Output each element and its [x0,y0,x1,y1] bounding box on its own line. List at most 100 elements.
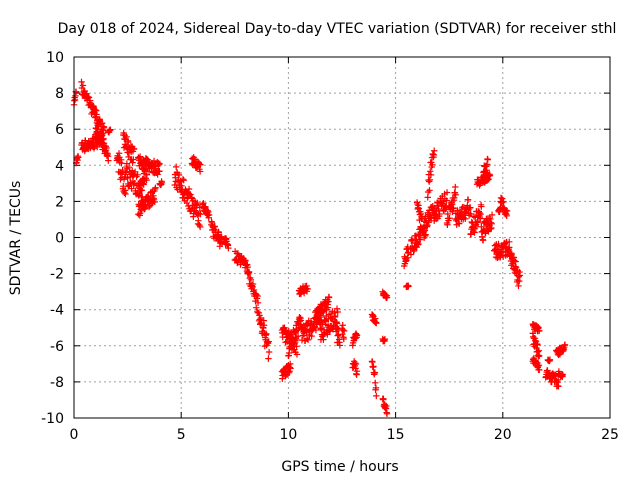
data-point [353,367,361,375]
data-point [456,220,463,227]
data-point [381,335,389,343]
data-point [130,145,138,152]
data-point [245,268,253,276]
data-point [444,221,451,228]
data-point [443,189,451,196]
data-point [414,241,421,248]
data-point [487,215,494,223]
x-tick-label: 5 [177,427,186,443]
data-point [290,343,297,350]
data-point [516,272,524,279]
data-point [483,167,490,174]
data-point [372,384,380,392]
data-point [187,191,194,198]
data-point [254,299,262,306]
y-tick-label: -10 [41,411,64,427]
data-point [156,160,163,167]
data-point [158,179,166,187]
data-point [383,410,391,417]
x-tick-label: 15 [387,427,405,443]
data-point [211,223,218,230]
data-point [404,254,411,261]
data-point [332,312,339,320]
data-point [265,348,273,356]
data-point [516,277,523,285]
data-point [196,204,203,211]
data-point [304,285,311,293]
axis-ticks: 0 5 10 15 20 25 -10 -8 -6 -4 -2 0 2 4 6 8 10 [41,50,619,443]
data-point [335,331,342,338]
data-point [308,332,315,340]
data-point [500,198,507,206]
data-point [462,215,469,222]
data-point [205,211,213,219]
y-axis-label: SDTVAR / TECUs [8,181,24,296]
y-tick-label: -4 [50,303,64,319]
data-point [138,187,146,194]
data-point [512,264,520,271]
data-point [464,196,472,204]
data-point [123,133,130,141]
data-point [156,168,163,175]
data-point [383,402,390,410]
data-point [297,317,305,324]
data-point [443,197,450,204]
data-point [142,165,150,172]
data-point [128,185,135,192]
data-point [380,395,387,403]
data-point [75,154,82,161]
data-point [125,138,132,146]
data-point [336,342,344,349]
data-point [265,338,272,345]
data-point [253,304,260,311]
data-point [415,240,422,248]
y-tick-label: 10 [46,50,64,66]
data-point [555,383,562,390]
data-point [304,336,312,344]
data-point [515,282,522,290]
data-point [536,366,543,374]
y-tick-label: 0 [55,231,64,247]
data-point [99,119,106,127]
data-point [150,157,158,165]
data-point [536,327,543,334]
data-point [483,161,491,168]
data-point [196,168,204,175]
data-point [446,214,453,222]
data-point [180,177,187,184]
data-point [506,244,513,251]
data-point [263,330,270,338]
data-point [103,144,110,152]
data-point [405,283,412,290]
data-point [250,286,258,294]
data-point [140,170,148,177]
data-point [427,168,434,175]
data-point [449,208,456,216]
data-point [450,205,457,212]
data-point [85,93,92,101]
y-tick-label: -2 [50,267,64,283]
data-point [260,324,267,332]
data-point [427,171,435,179]
data-point [194,211,201,218]
data-point [420,228,428,235]
data-point [265,355,272,362]
data-point [467,204,474,211]
data-point [448,201,456,208]
plot-frame [73,56,611,419]
data-point [454,207,461,214]
data-point [282,339,289,346]
data-point [321,316,328,324]
data-point [324,304,332,311]
data-point [303,335,311,342]
data-point [561,341,569,348]
data-point [107,126,114,133]
data-point [195,160,203,167]
data-point [196,223,204,231]
data-point [93,111,100,118]
data-point [78,78,85,86]
data-point [298,336,306,344]
data-point [260,322,268,329]
data-point [303,282,310,290]
